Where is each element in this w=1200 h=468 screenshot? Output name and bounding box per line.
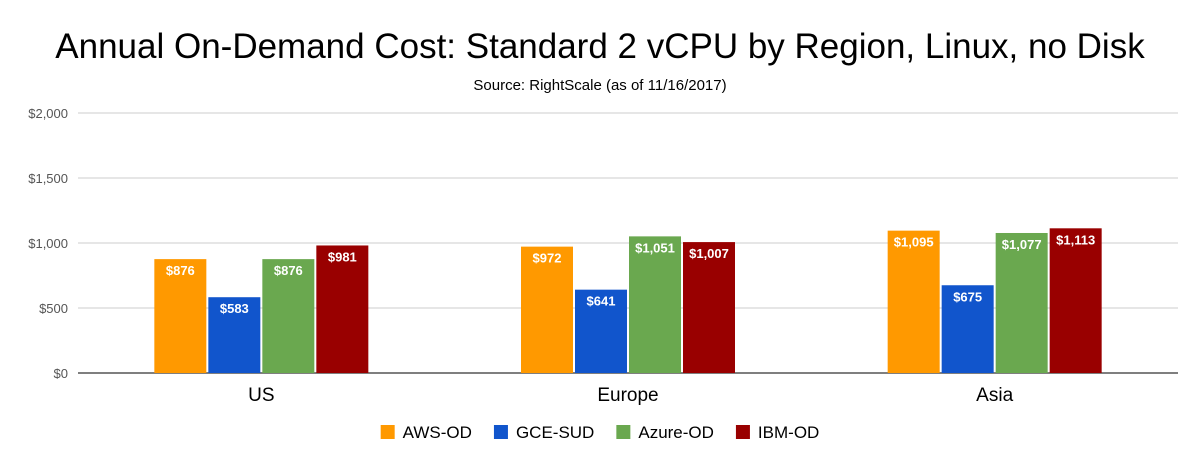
y-tick-label: $2,000: [28, 106, 68, 121]
legend-item: Azure-OD: [616, 423, 714, 442]
chart-title: Annual On-Demand Cost: Standard 2 vCPU b…: [55, 27, 1145, 66]
bar-value-label: $583: [220, 301, 249, 316]
bar: [316, 245, 369, 373]
bar: [521, 246, 573, 373]
legend-swatch: [380, 425, 395, 439]
bar-value-label: $876: [166, 263, 195, 278]
legend-swatch: [735, 425, 750, 439]
data-labels: $876 $583 $876 $981 $972 $641 $1,051 $1,007 $1,0…: [166, 232, 1095, 316]
bar: [683, 242, 735, 373]
y-tick-label: $1,000: [28, 236, 68, 251]
bar: [262, 259, 315, 373]
y-tick-label: $0: [54, 366, 68, 381]
x-tick-label: Europe: [597, 385, 658, 406]
bar-value-label: $1,051: [635, 240, 675, 255]
bar: [154, 259, 207, 373]
legend-label: IBM-OD: [758, 423, 819, 442]
chart-subtitle: Source: RightScale (as of 11/16/2017): [473, 77, 726, 94]
legend-label: AWS-OD: [403, 423, 472, 442]
bar-value-label: $1,007: [689, 246, 729, 261]
gridlines: [78, 112, 1178, 374]
legend-item: GCE-SUD: [493, 423, 594, 442]
bar: [995, 232, 1048, 373]
x-axis: US Europe Asia: [248, 385, 1013, 406]
legend-item: IBM-OD: [735, 423, 819, 442]
bar-value-label: $641: [587, 294, 616, 309]
legend-item: AWS-OD: [380, 423, 472, 442]
bar-value-label: $981: [328, 249, 357, 264]
bar-value-label: $1,077: [1002, 237, 1042, 252]
bar: [1049, 228, 1102, 373]
legend: AWS-OD GCE-SUD Azure-OD IBM-OD: [380, 423, 819, 442]
bar: [629, 236, 681, 373]
bars: [154, 228, 1102, 373]
y-axis: $0 $500 $1,000 $1,500 $2,000: [28, 106, 68, 381]
legend-label: GCE-SUD: [516, 423, 594, 442]
bar: [208, 297, 261, 373]
bar-value-label: $876: [274, 263, 303, 278]
bar: [887, 230, 940, 373]
bar-value-label: $1,095: [894, 235, 934, 250]
x-tick-label: Asia: [976, 385, 1013, 406]
bar: [941, 285, 994, 373]
x-tick-label: US: [248, 385, 274, 406]
y-tick-label: $500: [39, 301, 68, 316]
bar-value-label: $972: [533, 251, 562, 266]
legend-swatch: [616, 425, 631, 439]
bar-value-label: $1,113: [1056, 232, 1095, 247]
legend-swatch: [493, 425, 508, 439]
bar: [575, 289, 627, 373]
y-tick-label: $1,500: [28, 171, 68, 186]
legend-label: Azure-OD: [638, 423, 714, 442]
bar-value-label: $675: [953, 289, 982, 304]
